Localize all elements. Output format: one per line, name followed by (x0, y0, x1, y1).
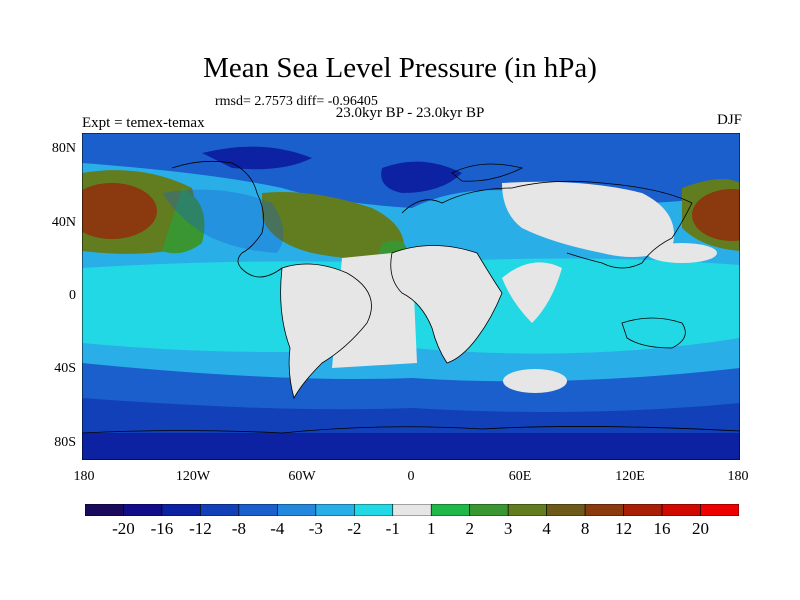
colorbar-label: 16 (653, 519, 671, 538)
colorbar-swatch (315, 504, 355, 516)
chart-subtitle: 23.0kyr BP - 23.0kyr BP (335, 105, 485, 121)
colorbar-label: -16 (150, 519, 174, 538)
indian-ocean-land (502, 262, 562, 323)
lon-tick-60e: 60E (508, 469, 532, 484)
colorbar-label: 20 (692, 519, 710, 538)
colorbar-swatch (469, 504, 509, 516)
south-atlantic-island (503, 369, 567, 393)
colorbar-label: 2 (465, 519, 474, 538)
north-america-land (162, 189, 284, 253)
colorbar-swatch (123, 504, 163, 516)
colorbar-label: 1 (426, 519, 436, 538)
pressure-map (82, 133, 740, 460)
colorbar-swatch (584, 504, 624, 516)
coastlines (82, 160, 740, 434)
colorbar-swatch (200, 504, 240, 516)
lon-tick-120e: 120E (615, 469, 645, 484)
colorbar-label: 4 (542, 519, 551, 538)
colorbar (85, 504, 739, 516)
colorbar-swatch (430, 504, 471, 516)
north-deep-low (381, 161, 462, 193)
lon-tick-120w: 120W (175, 469, 211, 484)
colorbar-label: -12 (189, 519, 212, 538)
lon-tick-0: 0 (407, 469, 415, 484)
colorbar-swatch (507, 504, 547, 516)
colorbar-swatch (353, 504, 394, 516)
colorbar-swatch (661, 504, 701, 516)
colorbar-label: -8 (231, 519, 246, 538)
lat-tick-40n: 40N (51, 215, 76, 230)
lat-tick-80n: 80N (51, 141, 76, 156)
lon-tick-180-left: 180 (73, 469, 95, 484)
lat-tick-0: 0 (69, 288, 76, 303)
lat-tick-80s: 80S (54, 435, 76, 450)
atlantic-land-fill (332, 251, 417, 368)
colorbar-swatch (623, 504, 663, 516)
colorbar-label: 8 (580, 519, 590, 538)
colorbar-swatch (700, 504, 739, 516)
season-label: DJF (716, 112, 742, 128)
colorbar-label: -4 (270, 519, 285, 538)
pacific-high-west-edge (162, 188, 205, 254)
colorbar-swatch (238, 504, 278, 516)
lon-tick-60w: 60W (288, 469, 316, 484)
colorbar-label: 3 (503, 519, 513, 538)
lat-tick-40s: 40S (54, 361, 76, 376)
colorbar-swatch (85, 504, 124, 516)
rmsd-stats: rmsd= 2.7573 diff= -0.96405 (215, 94, 378, 109)
asia-land (502, 181, 674, 257)
colorbar-label: -20 (112, 519, 135, 538)
experiment-label: Expt = temex-temax (82, 115, 205, 131)
pacific-high-east-core (692, 189, 740, 241)
colorbar-swatch (546, 504, 586, 516)
colorbar-label: -2 (347, 519, 362, 538)
colorbar-swatch (277, 504, 317, 516)
lon-tick-180-right: 180 (727, 469, 749, 484)
africa-land (390, 245, 502, 363)
atlantic-high (262, 192, 404, 260)
chart-title: Mean Sea Level Pressure (in hPa) (203, 52, 597, 84)
pacific-high-west-core (82, 183, 157, 239)
north-pacific-patch (647, 243, 717, 263)
antarctic-lows (82, 433, 740, 460)
colorbar-swatch (392, 504, 432, 516)
colorbar-swatch (161, 504, 201, 516)
colorbar-label: -1 (385, 519, 400, 538)
north-deep-low-2 (202, 146, 312, 170)
colorbar-label: -3 (308, 519, 323, 538)
colorbar-label: 12 (615, 519, 633, 538)
